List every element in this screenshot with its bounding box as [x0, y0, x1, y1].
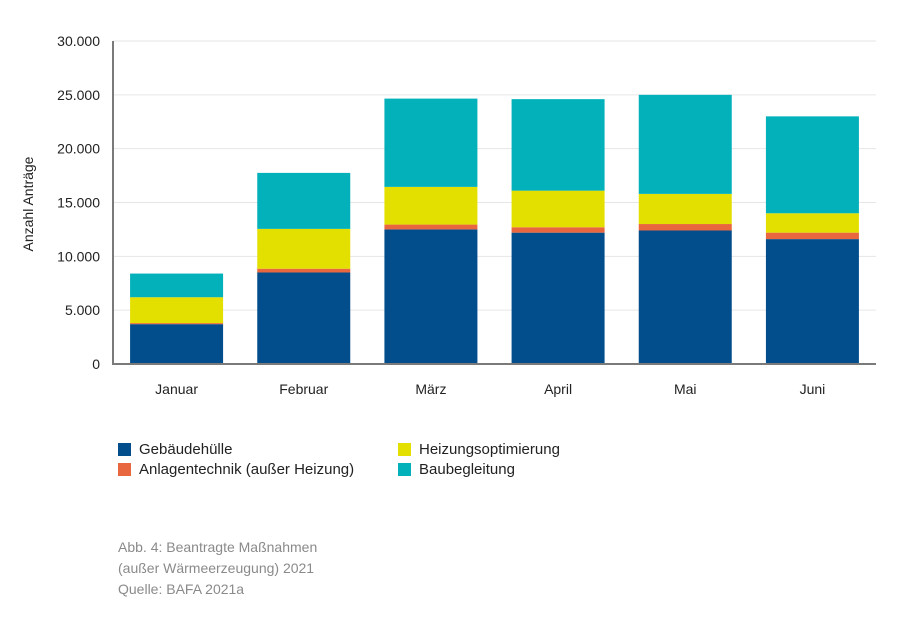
bar-segment	[130, 273, 224, 298]
bar-segment	[638, 94, 732, 194]
legend-label: Gebäudehülle	[139, 440, 233, 458]
legend-swatch	[118, 462, 131, 476]
bar-segment	[130, 324, 224, 364]
caption-line: (außer Wärmeerzeugung) 2021	[118, 560, 315, 576]
bar-segment	[257, 228, 351, 269]
y-tick-label: 25.000	[57, 87, 100, 103]
bar-segment	[638, 224, 732, 231]
bar-segment	[384, 98, 478, 187]
bar-segment	[511, 232, 605, 364]
bar-segment	[511, 227, 605, 233]
legend-label: Baubegleitung	[419, 460, 515, 478]
bar-segment	[765, 232, 859, 240]
bar-segment	[638, 193, 732, 225]
x-tick-label: Mai	[674, 381, 697, 397]
y-tick-label: 5.000	[65, 302, 100, 318]
legend-label: Heizungsoptimierung	[419, 440, 560, 458]
y-tick-label: 30.000	[57, 33, 100, 49]
legend-swatch	[398, 442, 411, 456]
bar-segment	[765, 213, 859, 233]
x-tick-label: März	[415, 381, 446, 397]
x-tick-label: Juni	[800, 381, 826, 397]
y-tick-label: 20.000	[57, 141, 100, 157]
caption-line: Quelle: BAFA 2021a	[118, 581, 245, 597]
legend-swatch	[398, 462, 411, 476]
y-tick-labels: 0 5.000 10.000 15.000 20.000 25.000 30.000	[57, 33, 100, 372]
x-tick-label: Februar	[279, 381, 328, 397]
x-tick-label: Januar	[155, 381, 198, 397]
x-tick-label: April	[544, 381, 572, 397]
stacked-bar-chart: 0 5.000 10.000 15.000 20.000 25.000 30.000 Jan…	[20, 33, 876, 397]
axes	[112, 41, 876, 365]
grid-lines	[113, 40, 876, 311]
legend: Gebäudehülle Heizungsoptimierung Anlagen…	[118, 440, 678, 478]
y-tick-label: 0	[92, 356, 100, 372]
legend-item-anlagentechnik: Anlagentechnik (außer Heizung)	[118, 460, 398, 478]
bar-segment	[384, 229, 478, 364]
y-tick-label: 10.000	[57, 248, 100, 264]
legend-label: Anlagentechnik (außer Heizung)	[139, 460, 355, 478]
bar-segment	[130, 323, 224, 325]
bar-segment	[257, 272, 351, 364]
bar-segment	[511, 190, 605, 228]
legend-swatch	[118, 442, 131, 456]
caption-line: Abb. 4: Beantragte Maßnahmen	[118, 539, 318, 555]
legend-item-baubegleitung: Baubegleitung	[398, 460, 678, 478]
bars-group	[130, 94, 859, 364]
bar-segment	[384, 224, 478, 230]
legend-item-gebaeudehuelle: Gebäudehülle	[118, 440, 398, 458]
bar-segment	[765, 239, 859, 364]
bar-segment	[511, 99, 605, 191]
bar-segment	[384, 186, 478, 225]
bar-segment	[130, 297, 224, 324]
figure-caption: Abb. 4: Beantragte Maßnahmen (außer Wärm…	[118, 537, 317, 600]
bar-segment	[257, 268, 351, 273]
legend-item-heizungsoptimierung: Heizungsoptimierung	[398, 440, 678, 458]
bar-segment	[257, 172, 351, 229]
y-axis-title: Anzahl Anträge	[20, 156, 36, 251]
y-tick-label: 15.000	[57, 195, 100, 211]
bar-segment	[638, 230, 732, 364]
x-tick-labels: Januar Februar März April Mai Juni	[155, 381, 825, 397]
bar-segment	[765, 116, 859, 214]
